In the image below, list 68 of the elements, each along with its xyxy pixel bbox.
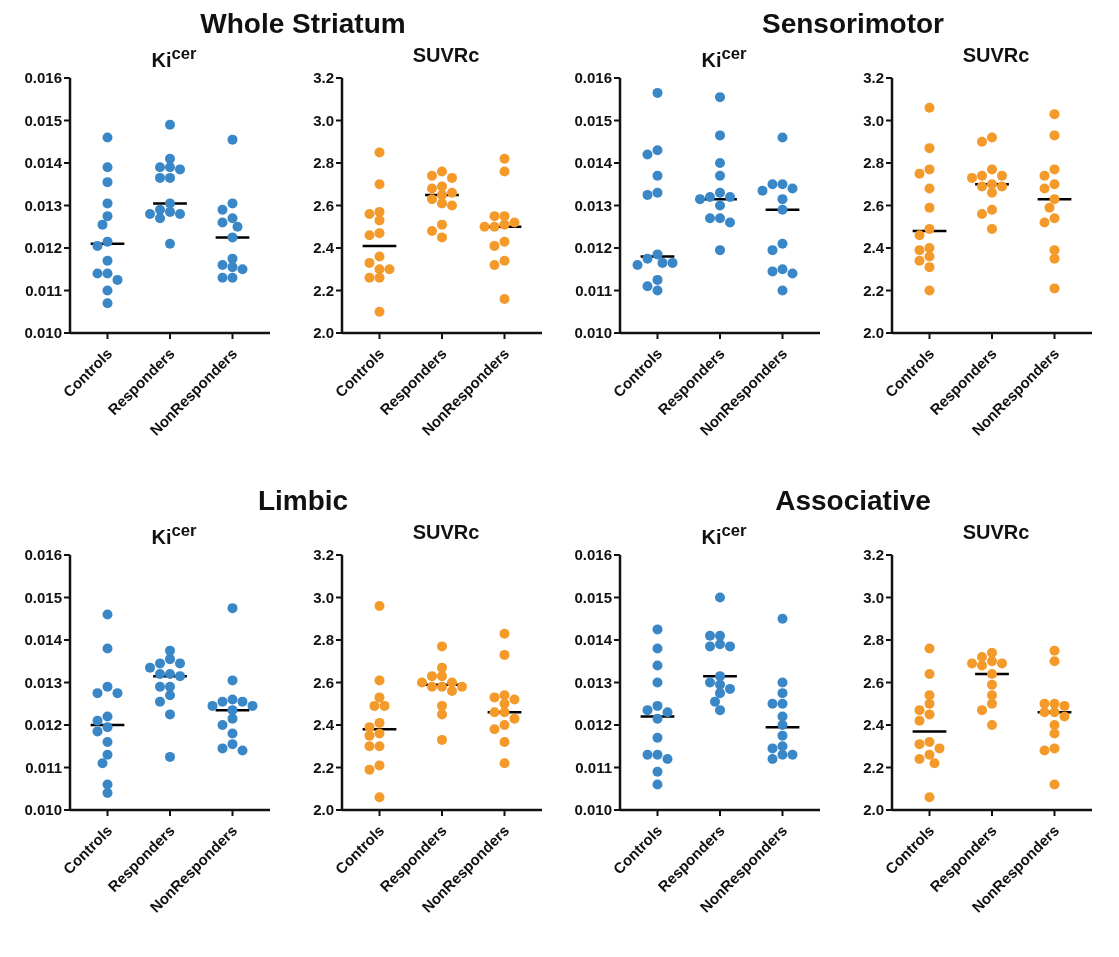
chart-title: Associative: [774, 485, 932, 518]
y-tick-label: 2.6: [863, 196, 884, 214]
y-tick-label: 0.011: [575, 281, 612, 299]
y-tick-label: 0.015: [574, 588, 612, 606]
y-tick-label: 0.014: [574, 631, 613, 649]
y-tick-label: 0.013: [574, 196, 612, 214]
y-tick-label: 3.2: [863, 69, 884, 87]
y-tick-label: 0.010: [24, 324, 62, 342]
y-tick-label: 2.6: [313, 196, 334, 214]
chart-subtitle: Ki$^{cer}$: [700, 44, 748, 71]
y-tick-label: 0.016: [24, 546, 62, 564]
y-tick-label: 2.2: [313, 281, 334, 299]
y-tick-label: 0.013: [574, 673, 612, 691]
y-tick-label: 0.010: [574, 801, 612, 819]
y-tick-label: 2.0: [313, 324, 334, 342]
y-tick-label: 0.011: [25, 758, 62, 776]
y-tick-label: 2.4: [863, 716, 885, 734]
y-tick-label: 0.015: [574, 111, 612, 129]
y-tick-label: 2.4: [313, 716, 335, 734]
chart-subtitle: Ki$^{cer}$: [700, 521, 748, 548]
chart-subtitle: SUVRc: [411, 521, 481, 545]
y-tick-label: 2.8: [863, 154, 884, 172]
chart-subtitle: SUVRc: [961, 44, 1031, 68]
y-tick-label: 2.2: [863, 281, 884, 299]
y-tick-label: 2.0: [863, 801, 884, 819]
chart-subtitle: SUVRc: [411, 44, 481, 68]
y-tick-label: 2.6: [863, 673, 884, 691]
y-tick-label: 0.012: [574, 239, 612, 257]
y-tick-label: 0.012: [574, 716, 612, 734]
chart-subtitle: Ki$^{cer}$: [150, 521, 198, 548]
chart-subtitle: Ki$^{cer}$: [150, 44, 198, 71]
y-tick-label: 3.2: [863, 546, 884, 564]
chart-subtitle: SUVRc: [961, 521, 1031, 545]
y-tick-label: 3.2: [313, 546, 334, 564]
y-tick-label: 0.016: [574, 546, 612, 564]
y-tick-label: 0.014: [24, 631, 63, 649]
y-tick-label: 2.8: [313, 154, 334, 172]
y-tick-label: 2.2: [313, 758, 334, 776]
y-tick-label: 0.015: [24, 588, 62, 606]
y-tick-label: 0.010: [24, 801, 62, 819]
y-tick-label: 2.0: [313, 801, 334, 819]
y-tick-label: 0.012: [24, 716, 62, 734]
y-tick-label: 0.010: [574, 324, 612, 342]
y-tick-label: 0.011: [575, 758, 612, 776]
y-tick-label: 0.016: [574, 69, 612, 87]
y-tick-label: 2.4: [863, 239, 885, 257]
y-tick-label: 0.015: [24, 111, 62, 129]
y-tick-label: 3.0: [863, 111, 884, 129]
y-tick-label: 0.016: [24, 69, 62, 87]
y-tick-label: 3.0: [863, 588, 884, 606]
y-tick-label: 0.014: [24, 154, 63, 172]
chart-title: Whole Striatum: [199, 8, 407, 41]
y-tick-label: 3.0: [313, 111, 334, 129]
y-tick-label: 2.2: [863, 758, 884, 776]
y-tick-label: 0.013: [24, 196, 62, 214]
y-tick-label: 2.4: [313, 239, 335, 257]
chart-title: Sensorimotor: [761, 8, 945, 41]
y-tick-label: 3.0: [313, 588, 334, 606]
y-tick-label: 2.8: [313, 631, 334, 649]
y-tick-label: 2.8: [863, 631, 884, 649]
y-tick-label: 2.6: [313, 673, 334, 691]
y-tick-label: 0.012: [24, 239, 62, 257]
chart-title: Limbic: [256, 485, 350, 518]
y-tick-label: 3.2: [313, 69, 334, 87]
y-tick-label: 0.011: [25, 281, 62, 299]
y-tick-label: 2.0: [863, 324, 884, 342]
y-tick-label: 0.014: [574, 154, 613, 172]
y-tick-label: 0.013: [24, 673, 62, 691]
